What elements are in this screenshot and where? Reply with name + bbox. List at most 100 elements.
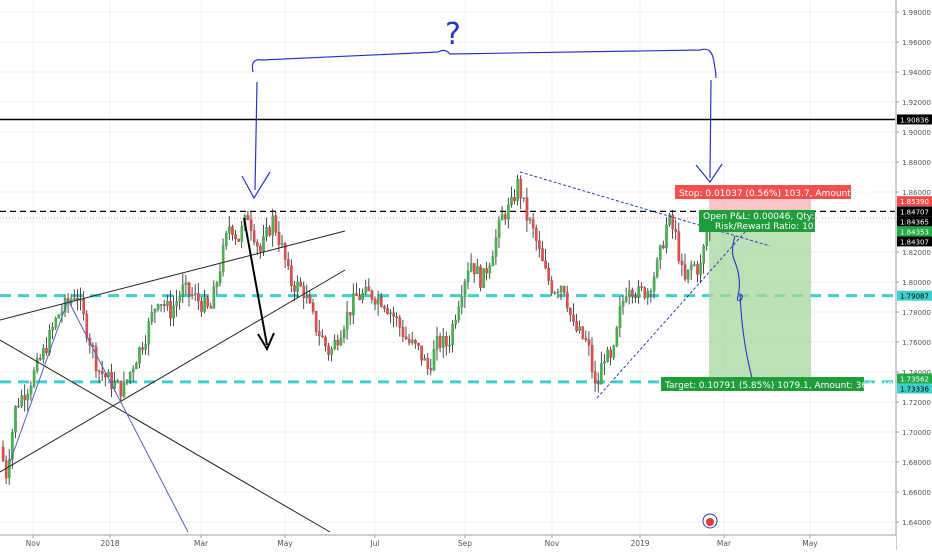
candle-body (702, 245, 705, 264)
candle-body (162, 304, 166, 307)
triangle-top-line (519, 171, 771, 247)
candle-body (283, 243, 287, 260)
candle-body (593, 371, 597, 384)
candle-body (51, 326, 54, 331)
candle-body (11, 431, 14, 460)
candle-body (473, 263, 476, 275)
candle-body (581, 326, 585, 339)
candle-body (488, 265, 492, 274)
candle-body (259, 245, 262, 252)
trend-lines (0, 171, 771, 533)
candle-body (606, 349, 609, 362)
x-tick-label: Mar (194, 539, 209, 548)
candle-body (550, 280, 554, 294)
candle-body (100, 370, 104, 375)
candle-body (696, 264, 699, 275)
price-badge-label: 1.84307 (900, 238, 929, 246)
candle-body (624, 296, 628, 302)
candle-body (119, 380, 123, 397)
candle-body (662, 245, 665, 249)
candle-body (122, 381, 126, 397)
descending-line (0, 339, 331, 533)
candle-body (256, 241, 259, 247)
x-tick-label: May (802, 539, 818, 548)
candle-body (686, 269, 690, 280)
candle-body (20, 395, 24, 407)
candle-body (249, 219, 253, 231)
candle-body (556, 291, 560, 294)
candle-body (674, 228, 678, 232)
candle-body (73, 298, 76, 300)
candle-body (547, 267, 550, 281)
candle-body (541, 248, 544, 262)
x-axis-bg (0, 535, 896, 550)
projection-path-annotation (731, 235, 753, 379)
candle-body (339, 337, 343, 346)
candle-body (342, 329, 346, 338)
candle-body (215, 282, 219, 287)
price-badge (897, 114, 932, 125)
candle-body (454, 319, 458, 325)
candle-body (116, 380, 120, 383)
candle-body (240, 226, 244, 242)
candle-body (268, 227, 272, 236)
candle-body (628, 289, 631, 297)
candle-body (460, 296, 464, 308)
question-mark-annotation: ? (445, 17, 461, 52)
y-tick-label: 1.96000 (902, 39, 931, 47)
price-badge-label: 1.84707 (900, 208, 929, 216)
candle-body (491, 256, 495, 266)
candle-body (156, 304, 160, 310)
candle-body (609, 349, 612, 358)
y-axis[interactable]: 1.64000 1.66000 1.68000 1.70000 1.72000 1.740… (895, 0, 932, 550)
right-arrow-annotation (695, 79, 723, 184)
y-tick-label: 1.78000 (902, 309, 931, 317)
candle-body (246, 215, 250, 220)
candle-body (302, 285, 306, 299)
candle-body (57, 314, 61, 319)
candle-body (271, 215, 275, 236)
rr-label: Risk/Reward Ratio: 10.41 (715, 222, 828, 232)
candle-body (482, 268, 485, 288)
y-tick-label: 1.92000 (902, 99, 931, 107)
price-badge-label: 1.73562 (900, 376, 929, 384)
price-badge (897, 196, 932, 207)
candle-body (159, 304, 163, 306)
candle-body (314, 311, 318, 333)
x-axis[interactable]: Nov 2018 Mar May Jul Sep Nov 2019 Mar May (0, 534, 896, 550)
candle-body (525, 197, 529, 221)
candle-body (466, 270, 470, 282)
candle-body (135, 363, 138, 370)
candle-body (358, 295, 361, 300)
candle-body (113, 381, 116, 389)
x-tick-label: Sep (458, 539, 472, 548)
candle-body (287, 259, 290, 267)
y-axis-bg (896, 0, 932, 550)
price-badge (897, 383, 932, 394)
candle-body (445, 336, 448, 347)
candle-body (519, 178, 523, 199)
candle-body (600, 363, 603, 385)
candle-body (355, 293, 358, 296)
candle-body (330, 348, 334, 355)
y-tick-label: 1.76000 (902, 339, 931, 347)
candle-body (141, 347, 144, 350)
price-badge-label: 1.79087 (900, 293, 929, 301)
candle-body (221, 245, 225, 273)
candle-body (218, 271, 222, 284)
chart-grid (0, 0, 895, 534)
candle-body (429, 368, 433, 371)
candle-body (293, 285, 296, 292)
candle-body (531, 219, 535, 229)
candle-body (231, 226, 234, 236)
triangle-bottom-line (596, 231, 746, 399)
candle-body (510, 197, 513, 206)
target-label: Target: 0.10791 (5.85%) 1079.1, Amount: … (664, 381, 893, 391)
candle-body (178, 296, 182, 302)
position-zones (709, 193, 811, 380)
candle-body (82, 298, 85, 315)
candle-body (640, 286, 643, 288)
candle-body (376, 296, 380, 305)
